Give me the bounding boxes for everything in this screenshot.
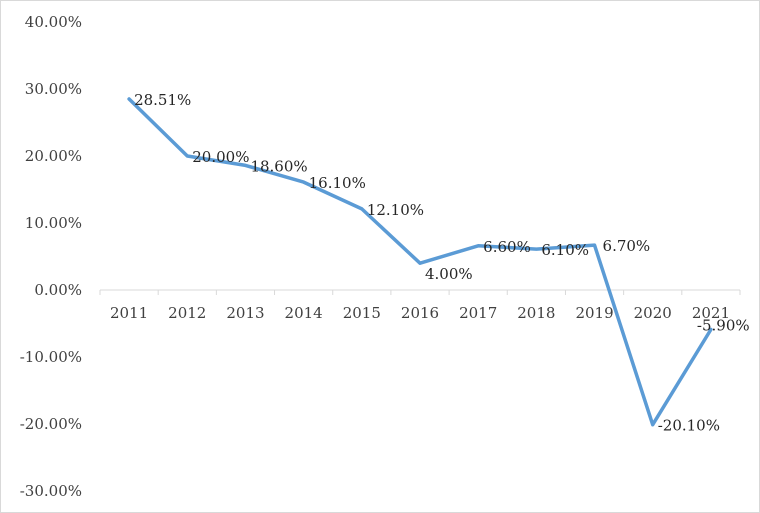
x-tick-label: 2021 [692,304,730,322]
x-tick-label: 2013 [226,304,264,322]
data-label: 6.10% [541,241,589,259]
y-tick-label: 30.00% [25,80,82,98]
data-label: -5.90% [697,317,750,335]
x-tick-label: 2011 [110,304,148,322]
x-tick-label: 2019 [575,304,613,322]
data-label: 6.60% [483,238,531,256]
y-tick-label: -10.00% [20,348,82,366]
y-tick-label: 0.00% [34,281,82,299]
data-label: 28.51% [134,91,191,109]
x-tick-label: 2016 [401,304,439,322]
x-tick-label: 2017 [459,304,497,322]
y-tick-label: 10.00% [25,214,82,232]
y-tick-label: -20.00% [20,415,82,433]
data-label: 4.00% [425,265,473,283]
y-tick-label: 20.00% [25,147,82,165]
y-tick-label: 40.00% [25,13,82,31]
data-label: 6.70% [603,237,651,255]
x-tick-label: 2020 [634,304,672,322]
x-tick-label: 2015 [343,304,381,322]
data-label: 12.10% [367,201,424,219]
x-tick-label: 2014 [285,304,323,322]
series-line [127,97,713,427]
y-tick-label: -30.00% [20,482,82,500]
x-tick-label: 2018 [517,304,555,322]
data-label: 16.10% [309,174,366,192]
data-label: -20.10% [658,417,720,435]
data-label: 18.60% [250,157,307,175]
data-label: 20.00% [192,148,249,166]
x-tick-label: 2012 [168,304,206,322]
